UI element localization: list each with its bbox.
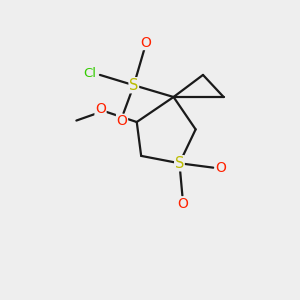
Text: O: O [177,197,188,211]
Text: O: O [95,102,106,116]
Text: O: O [215,161,226,175]
Text: O: O [140,35,151,50]
Text: S: S [175,156,184,171]
Text: O: O [117,114,128,128]
Text: Cl: Cl [83,67,96,80]
Text: S: S [129,78,139,93]
